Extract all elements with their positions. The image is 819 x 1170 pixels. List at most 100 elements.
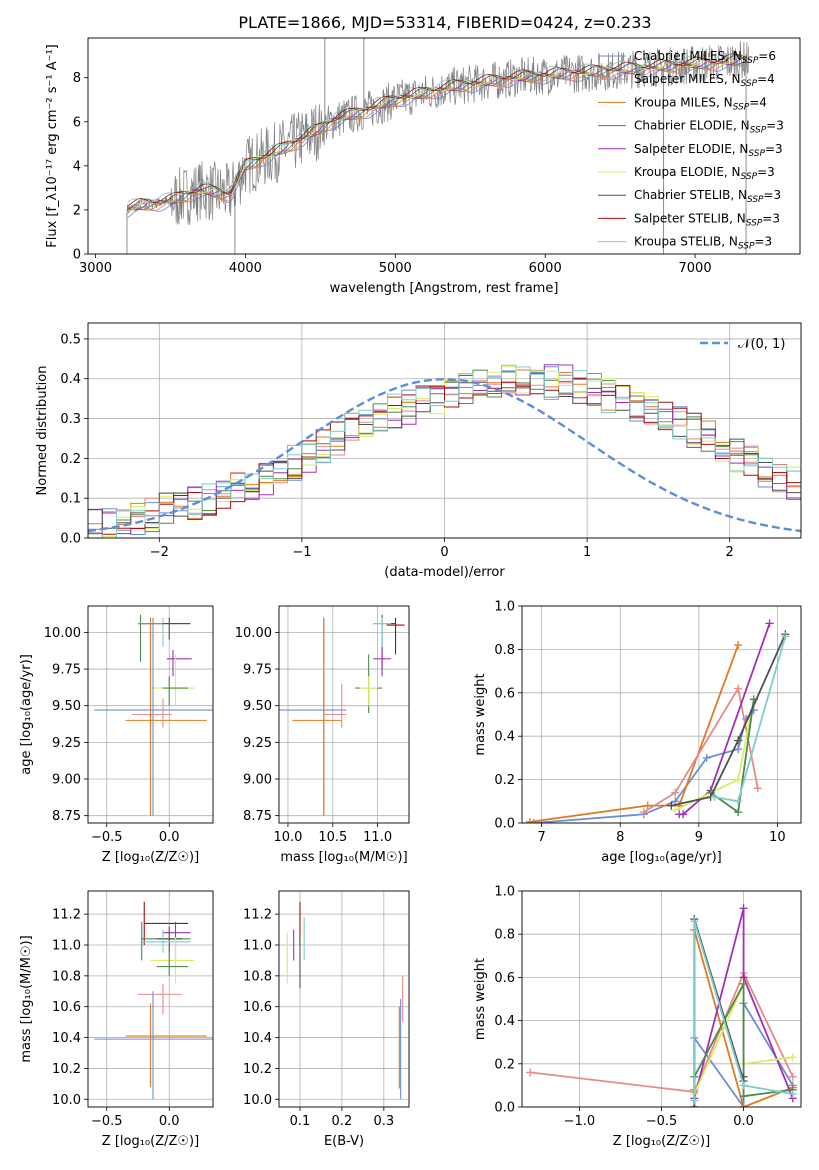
x-tick-label: 6000 [529, 261, 562, 276]
y-tick-label: 0.8 [494, 928, 515, 943]
y-tick-label: 11.2 [52, 908, 81, 923]
panel-mass-vs-Z: −0.5 0.0 10.0 10.2 10.4 10.6 10.8 11.0 11.2 Z [lo… [19, 890, 214, 1149]
y-tick-label: 0.6 [494, 686, 515, 701]
y-axis-label: Flux [f_λ10⁻¹⁷ erg cm⁻² s⁻¹ A⁻¹] [45, 44, 60, 248]
legend-entry-label: Chabrier STELIB, NSSP=3 [634, 188, 781, 205]
y-axis-label: mass weight [473, 958, 488, 1040]
x-tick-label: 0.0 [159, 830, 180, 845]
y-tick-label: 0.0 [494, 817, 515, 832]
x-tick-label: 3000 [79, 261, 112, 276]
errorbar-point-kroupa-miles [125, 1003, 207, 1087]
y-tick-label: 1.0 [494, 885, 515, 900]
legend-subscript: SSP [742, 56, 759, 66]
x-axis-label: (data-model)/error [384, 565, 505, 580]
legend-subscript: SSP [748, 149, 765, 159]
normal-curve-line [88, 377, 801, 533]
legend-label-text: Kroupa STELIB, N [634, 235, 738, 249]
y-tick-label: 6 [73, 115, 81, 130]
plot-area [286, 901, 404, 1100]
series-line [693, 983, 793, 1098]
y-tick-label: 0.1 [60, 492, 81, 507]
y-axis-label: mass weight [473, 673, 488, 755]
series-kroupa-stelib [710, 632, 790, 806]
plot-area [94, 614, 213, 816]
y-tick-label: 0.0 [494, 1101, 515, 1116]
figure-title: PLATE=1866, MJD=53314, FIBERID=0424, z=0… [238, 13, 651, 32]
legend-entry-label: Chabrier ELODIE, NSSP=3 [634, 119, 784, 136]
x-tick-label: 0.0 [159, 1114, 180, 1129]
x-tick-label: 7 [538, 830, 546, 845]
y-tick-label: 10.2 [243, 1062, 272, 1077]
axes-frame [87, 890, 214, 1108]
legend-suffix: =4 [749, 95, 767, 109]
legend-suffix: =3 [766, 119, 784, 133]
y-tick-label: 4 [73, 159, 81, 174]
x-axis-label: Z [log₁₀(Z/Z☉)] [613, 1134, 710, 1149]
plot-area [526, 904, 797, 1107]
legend-suffix: =3 [757, 165, 775, 179]
errorbar-point-kroupa-elodie [150, 937, 195, 984]
errorbar-point-salpeter-elodie [166, 649, 192, 677]
x-tick-label: 0.1 [290, 1114, 311, 1129]
series-kroupa-stelib [690, 917, 797, 1105]
y-tick-label: 10.0 [52, 1093, 81, 1108]
model-line-salpeter-stelib [127, 53, 746, 207]
x-tick-label: 7000 [679, 261, 712, 276]
legend-suffix: =4 [757, 72, 775, 86]
legend-label-text: Salpeter ELODIE, N [634, 142, 748, 156]
y-axis-label: age [log₁₀(age/yr)] [19, 654, 34, 775]
series-kroupa-miles [525, 641, 743, 823]
x-tick-label: 10 [769, 830, 786, 845]
series-salpeter-elodie [675, 619, 774, 819]
panel-mass-weight-vs-Z: −1.0 −0.5 0.0 0.0 0.2 0.4 0.6 0.8 1.0 Z [log₁₀(Z/… [473, 885, 802, 1149]
axes-frame [278, 890, 410, 1108]
observed-spectrum-line [126, 40, 750, 225]
y-tick-label: 8.75 [52, 809, 81, 824]
x-tick-label: 10.0 [273, 830, 302, 845]
panel-age-vs-Z: −0.5 0.0 8.75 9.00 9.25 9.50 9.75 10.00 Z [log₁₀… [19, 605, 214, 865]
x-tick-label: −0.5 [91, 830, 123, 845]
x-tick-label: 0.2 [332, 1114, 353, 1129]
x-tick-label: 11.0 [363, 830, 392, 845]
legend-entry-label: Salpeter STELIB, NSSP=3 [634, 211, 780, 228]
legend-subscript: SSP [746, 218, 763, 228]
x-axis-label: wavelength [Angstrom, rest frame] [330, 281, 559, 296]
y-tick-label: 2 [73, 203, 81, 218]
x-tick-label: −1 [292, 545, 311, 560]
model-line-salpeter-miles [127, 61, 746, 214]
panel-residuals: −2 −1 0 1 2 0.0 0.1 0.2 0.3 0.4 0.5 (data-model)/er… [35, 322, 802, 580]
y-tick-label: 9.75 [52, 663, 81, 678]
axes-frame [521, 890, 802, 1108]
errorbar-point-kroupa-elodie [359, 676, 378, 706]
y-tick-label: 0.8 [494, 643, 515, 658]
legend-subscript: SSP [747, 195, 764, 205]
x-tick-label: 9 [695, 830, 703, 845]
x-tick-label: −0.5 [91, 1114, 123, 1129]
errorbar-point-chabrier-miles [94, 991, 213, 1100]
y-tick-label: 9.50 [52, 699, 81, 714]
y-tick-label: 11.0 [243, 939, 272, 954]
legend-suffix: =6 [758, 49, 776, 63]
axes-frame [87, 322, 802, 539]
axes-frame [87, 37, 801, 255]
errorbar-point-kroupa-stelib [141, 929, 191, 953]
x-tick-label: −2 [150, 545, 169, 560]
x-tick-label: 2 [726, 545, 734, 560]
y-axis-label: mass [log₁₀(M/M☉)] [19, 935, 34, 1062]
legend-entry-label: Kroupa STELIB, NSSP=3 [634, 235, 772, 252]
errorbar-point-chabrier-miles [94, 617, 213, 816]
legend-label-text: Kroupa MILES, N [634, 95, 733, 109]
x-tick-label: 8 [616, 830, 624, 845]
x-axis-label: Z [log₁₀(Z/Z☉)] [102, 1134, 199, 1149]
legend-subscript: SSP [733, 102, 750, 112]
panel-age-vs-mass: 10.0 10.5 11.0 8.75 9.00 9.25 9.50 9.75 10.00 mas… [235, 605, 410, 865]
errorbar-point-salpeter-stelib [386, 617, 405, 655]
y-tick-label: 10.2 [52, 1062, 81, 1077]
y-tick-label: 9.25 [243, 736, 272, 751]
errorbar-point-chabrier-elodie [163, 676, 188, 706]
plot-area [525, 619, 790, 823]
legend-label-text: Chabrier STELIB, N [634, 188, 747, 202]
